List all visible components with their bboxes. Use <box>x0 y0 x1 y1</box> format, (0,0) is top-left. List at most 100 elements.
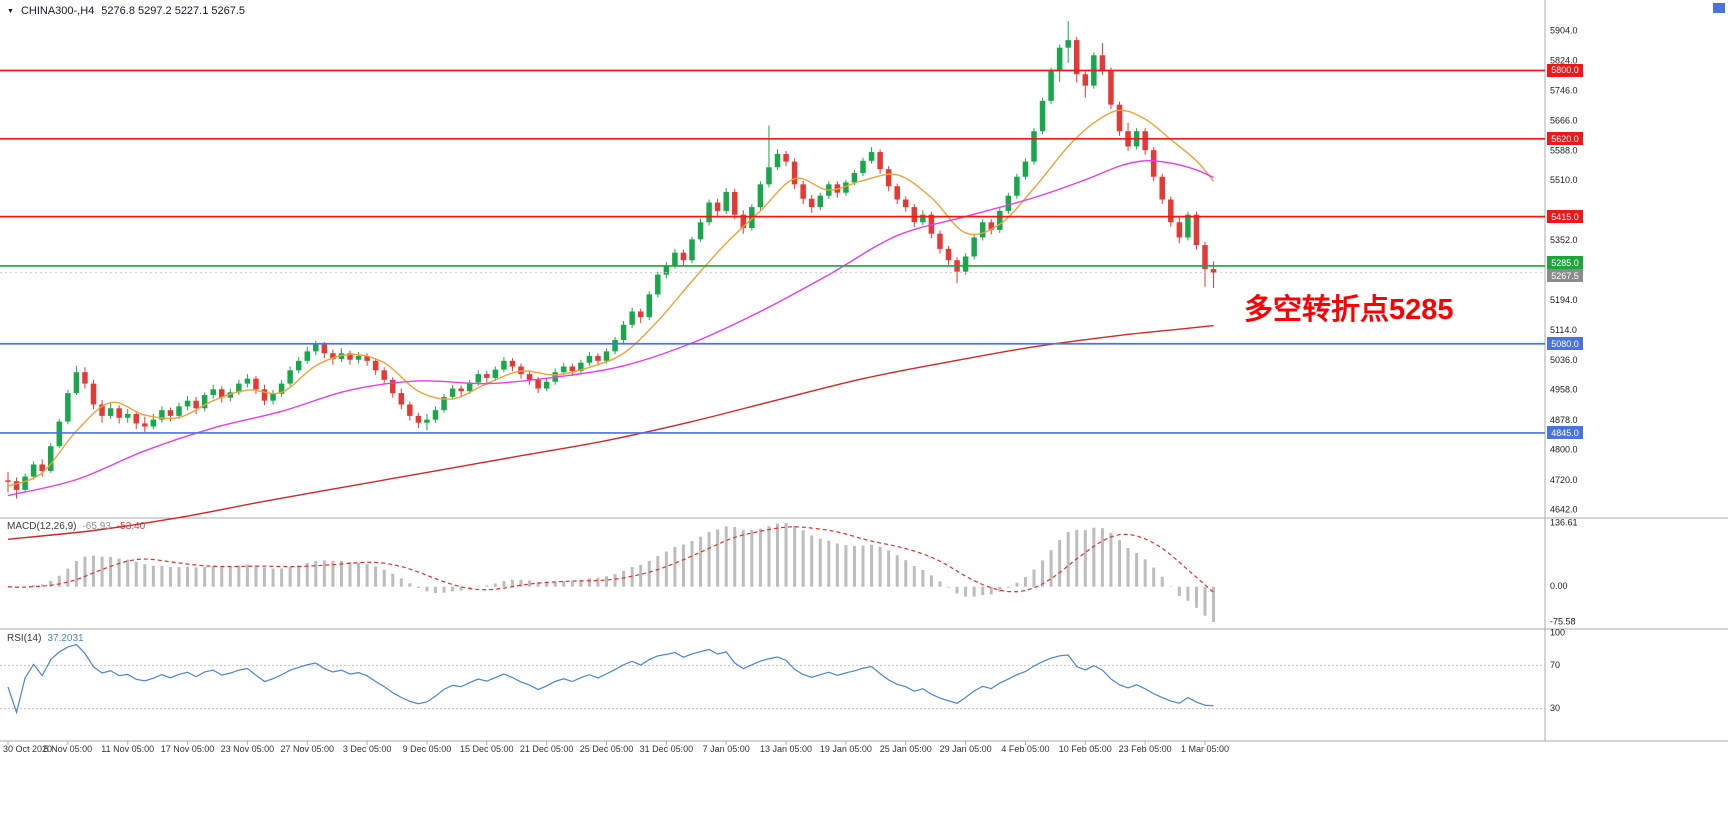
macd-bar <box>357 562 361 587</box>
ma-fast-line <box>7 109 1215 487</box>
candle-body <box>372 360 379 371</box>
horizontal-levels[interactable] <box>0 69 1545 434</box>
macd-bar <box>690 540 694 587</box>
macd-bar <box>733 527 737 587</box>
macd-bar <box>579 579 583 587</box>
macd-bar <box>92 555 95 587</box>
candle-body <box>355 355 362 360</box>
candle-body <box>903 199 909 208</box>
ma-slow-line <box>7 324 1214 540</box>
candle-body <box>740 214 747 228</box>
macd-bar <box>741 529 745 587</box>
candle-body <box>749 207 755 228</box>
candle-body <box>1193 214 1200 246</box>
time-axis-label: 17 Nov 05:00 <box>161 744 215 754</box>
candle-body <box>330 353 336 359</box>
candle-body <box>1082 74 1089 86</box>
macd-bar <box>673 546 677 587</box>
candle-body <box>475 374 481 383</box>
candle-body <box>1099 55 1106 71</box>
time-axis-label: 29 Jan 05:00 <box>940 744 992 754</box>
macd-bar <box>459 586 463 591</box>
price-axis-tick: 5588.0 <box>1550 145 1578 155</box>
candle-body <box>714 202 721 211</box>
macd-bar <box>391 573 395 587</box>
candle-body <box>1202 245 1208 269</box>
time-axis-label: 15 Dec 05:00 <box>460 744 514 754</box>
price-badge-5800[interactable]: 5800.0 <box>1547 63 1583 77</box>
macd-bar <box>57 575 61 587</box>
macd-bar <box>767 526 771 587</box>
macd-bar <box>699 536 703 587</box>
candle-body <box>603 351 610 361</box>
macd-bar <box>656 556 660 587</box>
macd-bar <box>109 556 113 587</box>
macd-bar <box>297 565 301 587</box>
panel-chrome <box>0 0 1728 742</box>
candle-body <box>680 252 687 261</box>
candle-body <box>791 161 798 185</box>
price-badge-5620[interactable]: 5620.0 <box>1547 132 1583 146</box>
macd-bar <box>724 526 728 587</box>
candle-body <box>244 378 251 384</box>
candle-body <box>193 400 199 409</box>
candle-body <box>979 222 986 238</box>
time-axis-label: 23 Nov 05:00 <box>221 744 275 754</box>
candle-body <box>390 379 396 394</box>
macd-bar <box>955 586 959 594</box>
candle-body <box>253 378 259 390</box>
macd-bar <box>322 560 326 587</box>
macd-bar <box>74 561 78 587</box>
macd-bar <box>998 586 1002 592</box>
candle-body <box>210 389 216 395</box>
candle-body <box>860 160 866 173</box>
macd-bar <box>434 586 437 593</box>
macd-bar <box>519 579 523 587</box>
candle-body <box>184 400 191 407</box>
candle-body <box>962 256 969 272</box>
macd-bar <box>861 545 865 587</box>
macd-bar <box>374 566 378 587</box>
macd-bar <box>126 559 130 587</box>
macd-bar <box>528 580 532 587</box>
rsi-axis[interactable]: 100 70 30 <box>1550 627 1565 713</box>
price-badge-5080[interactable]: 5080.0 <box>1547 337 1583 351</box>
price-axis-tick: 5194.0 <box>1550 295 1578 305</box>
chart-corner-marker-icon[interactable] <box>1713 3 1725 13</box>
macd-bar <box>399 578 403 587</box>
macd-bar <box>211 565 215 587</box>
price-badge-5285[interactable]: 5285.0 <box>1547 256 1583 270</box>
time-axis-label: 19 Jan 05:00 <box>820 744 872 754</box>
one-click-trading-icon[interactable]: ▼ <box>7 7 14 15</box>
candle-body <box>466 382 473 392</box>
price-axis[interactable]: 5904.0 5824.0 5746.0 5666.0 5588.0 5510.0 5352… <box>1550 25 1578 514</box>
candle-body <box>501 360 507 370</box>
macd-bar <box>425 586 429 592</box>
time-axis-label: 9 Dec 05:00 <box>403 744 452 754</box>
macd-bar <box>1041 560 1045 587</box>
ma-mid-line <box>7 159 1214 497</box>
candle-body <box>48 446 54 471</box>
macd-bar <box>681 544 685 587</box>
macd-bar <box>912 566 916 587</box>
macd-bar <box>1212 586 1216 622</box>
price-badge-5415[interactable]: 5415.0 <box>1547 210 1583 224</box>
price-axis-tick: 4642.0 <box>1550 504 1578 514</box>
macd-bar <box>553 582 557 587</box>
macd-bar <box>596 577 600 587</box>
macd-axis[interactable]: 136.61 0.00 -75.58 <box>1550 517 1578 626</box>
time-axis-label: 30 Oct 2020 <box>3 744 52 754</box>
annotation-text[interactable]: 多空转折点5285 <box>1244 294 1454 326</box>
time-axis-label: 13 Jan 05:00 <box>760 744 812 754</box>
macd-bar <box>168 566 172 587</box>
time-axis-label: 21 Dec 05:00 <box>520 744 574 754</box>
candle-body <box>295 360 302 371</box>
price-badge-4845[interactable]: 4845.0 <box>1547 426 1583 440</box>
price-axis-tick: 5904.0 <box>1550 25 1578 35</box>
candle-body <box>432 410 439 420</box>
candle-body <box>304 351 310 361</box>
candle-body <box>561 366 567 373</box>
macd-bar <box>1023 577 1027 587</box>
